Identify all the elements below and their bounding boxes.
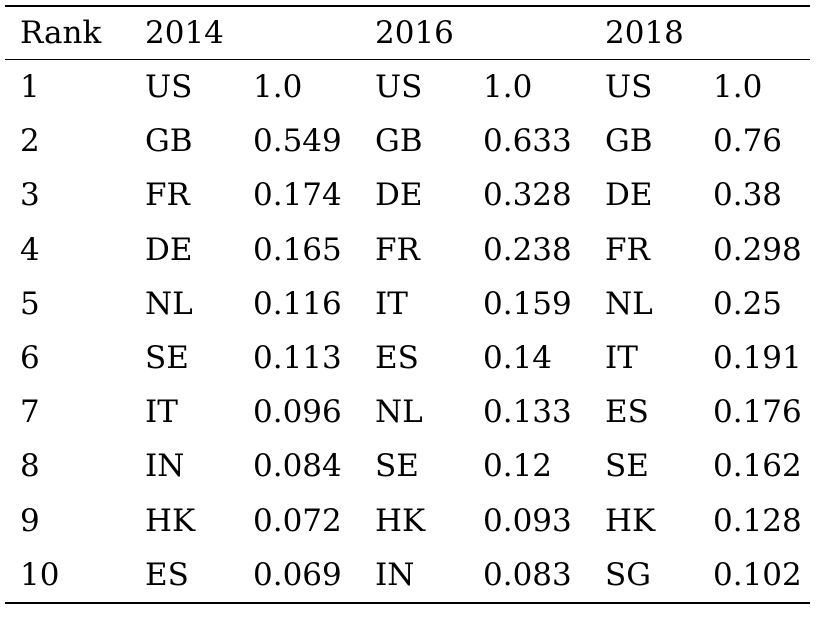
value-2014: 0.113 (253, 340, 342, 377)
rank-cell: 2 (20, 123, 40, 160)
country-code-2014: HK (145, 502, 196, 539)
country-code-2014: SE (145, 340, 189, 377)
rank-cell: 6 (20, 340, 40, 377)
ranking-table-container: Rank 2014 2016 2018 1 US 1.0 US 1.0 US 1.0 2 GB 0… (5, 5, 810, 604)
value-2016: 0.093 (483, 502, 572, 539)
country-code-2016: IN (375, 556, 415, 593)
table-row: 6 SE 0.113 ES 0.14 IT 0.191 (5, 331, 810, 385)
header-year-2014: 2014 (145, 15, 224, 51)
country-code-2014: GB (145, 123, 193, 160)
table-row: 10 ES 0.069 IN 0.083 SG 0.102 (5, 548, 810, 602)
value-2014: 1.0 (253, 69, 303, 106)
country-code-2018: IT (605, 340, 638, 377)
country-code-2018: SG (605, 556, 652, 593)
value-2016: 0.328 (483, 177, 572, 214)
value-2016: 0.083 (483, 556, 572, 593)
table-row: 3 FR 0.174 DE 0.328 DE 0.38 (5, 168, 810, 222)
ranking-table: Rank 2014 2016 2018 (5, 7, 810, 59)
value-2018: 0.176 (713, 394, 802, 431)
bottom-rule (5, 601, 810, 604)
country-code-2016: HK (375, 502, 426, 539)
rank-cell: 9 (20, 502, 40, 539)
value-2014: 0.116 (253, 285, 342, 322)
rank-cell: 7 (20, 394, 40, 431)
header-row: Rank 2014 2016 2018 (5, 7, 810, 59)
country-code-2016: GB (375, 123, 423, 160)
value-2016: 0.14 (483, 340, 553, 377)
value-2016: 0.238 (483, 231, 572, 268)
table-row: 7 IT 0.096 NL 0.133 ES 0.176 (5, 385, 810, 439)
country-code-2016: SE (375, 448, 419, 485)
country-code-2016: NL (375, 394, 423, 431)
table-row: 1 US 1.0 US 1.0 US 1.0 (5, 60, 810, 114)
table-row: 5 NL 0.116 IT 0.159 NL 0.25 (5, 277, 810, 331)
rank-cell: 1 (20, 69, 40, 106)
country-code-2014: FR (145, 177, 190, 214)
value-2018: 0.191 (713, 340, 802, 377)
country-code-2016: US (375, 69, 423, 106)
country-code-2016: IT (375, 285, 408, 322)
value-2018: 1.0 (713, 69, 763, 106)
table-row: 4 DE 0.165 FR 0.238 FR 0.298 (5, 223, 810, 277)
mid-rule (5, 59, 810, 60)
country-code-2018: DE (605, 177, 653, 214)
value-2018: 0.25 (713, 285, 783, 322)
value-2016: 0.133 (483, 394, 572, 431)
header-empty (713, 7, 810, 59)
value-2018: 0.102 (713, 556, 802, 593)
rank-cell: 8 (20, 448, 40, 485)
header-rank: Rank (20, 15, 102, 51)
country-code-2014: DE (145, 231, 193, 268)
country-code-2018: HK (605, 502, 656, 539)
country-code-2018: US (605, 69, 653, 106)
rank-cell: 10 (20, 556, 60, 593)
country-code-2018: FR (605, 231, 650, 268)
value-2014: 0.096 (253, 394, 342, 431)
value-2014: 0.072 (253, 502, 342, 539)
value-2016: 0.12 (483, 448, 553, 485)
value-2014: 0.165 (253, 231, 342, 268)
value-2014: 0.174 (253, 177, 342, 214)
country-code-2016: ES (375, 340, 419, 377)
country-code-2018: SE (605, 448, 649, 485)
table-row: 9 HK 0.072 HK 0.093 HK 0.128 (5, 494, 810, 548)
table-body: 1 US 1.0 US 1.0 US 1.0 2 GB 0.549 GB 0.633 GB 0.76 3 FR… (5, 60, 810, 602)
value-2016: 0.633 (483, 123, 572, 160)
header-empty (253, 7, 375, 59)
country-code-2014: US (145, 69, 193, 106)
country-code-2016: FR (375, 231, 420, 268)
ranking-table-body: 1 US 1.0 US 1.0 US 1.0 2 GB 0.549 GB 0.633 GB 0.76 3 FR… (5, 60, 810, 602)
table-header: Rank 2014 2016 2018 (5, 7, 810, 59)
value-2016: 0.159 (483, 285, 572, 322)
country-code-2018: ES (605, 394, 649, 431)
value-2018: 0.128 (713, 502, 802, 539)
rank-cell: 3 (20, 177, 40, 214)
rank-cell: 5 (20, 285, 40, 322)
header-empty (483, 7, 605, 59)
table-row: 2 GB 0.549 GB 0.633 GB 0.76 (5, 114, 810, 168)
value-2016: 1.0 (483, 69, 533, 106)
country-code-2014: ES (145, 556, 189, 593)
value-2018: 0.38 (713, 177, 783, 214)
value-2018: 0.162 (713, 448, 802, 485)
country-code-2016: DE (375, 177, 423, 214)
value-2018: 0.298 (713, 231, 802, 268)
value-2014: 0.549 (253, 123, 342, 160)
header-year-2016: 2016 (375, 15, 454, 51)
rank-cell: 4 (20, 231, 40, 268)
value-2018: 0.76 (713, 123, 783, 160)
top-rule (5, 5, 810, 7)
table-row: 8 IN 0.084 SE 0.12 SE 0.162 (5, 439, 810, 493)
country-code-2018: NL (605, 285, 653, 322)
country-code-2014: IN (145, 448, 185, 485)
country-code-2018: GB (605, 123, 653, 160)
country-code-2014: IT (145, 394, 178, 431)
value-2014: 0.084 (253, 448, 342, 485)
value-2014: 0.069 (253, 556, 342, 593)
country-code-2014: NL (145, 285, 193, 322)
header-year-2018: 2018 (605, 15, 684, 51)
